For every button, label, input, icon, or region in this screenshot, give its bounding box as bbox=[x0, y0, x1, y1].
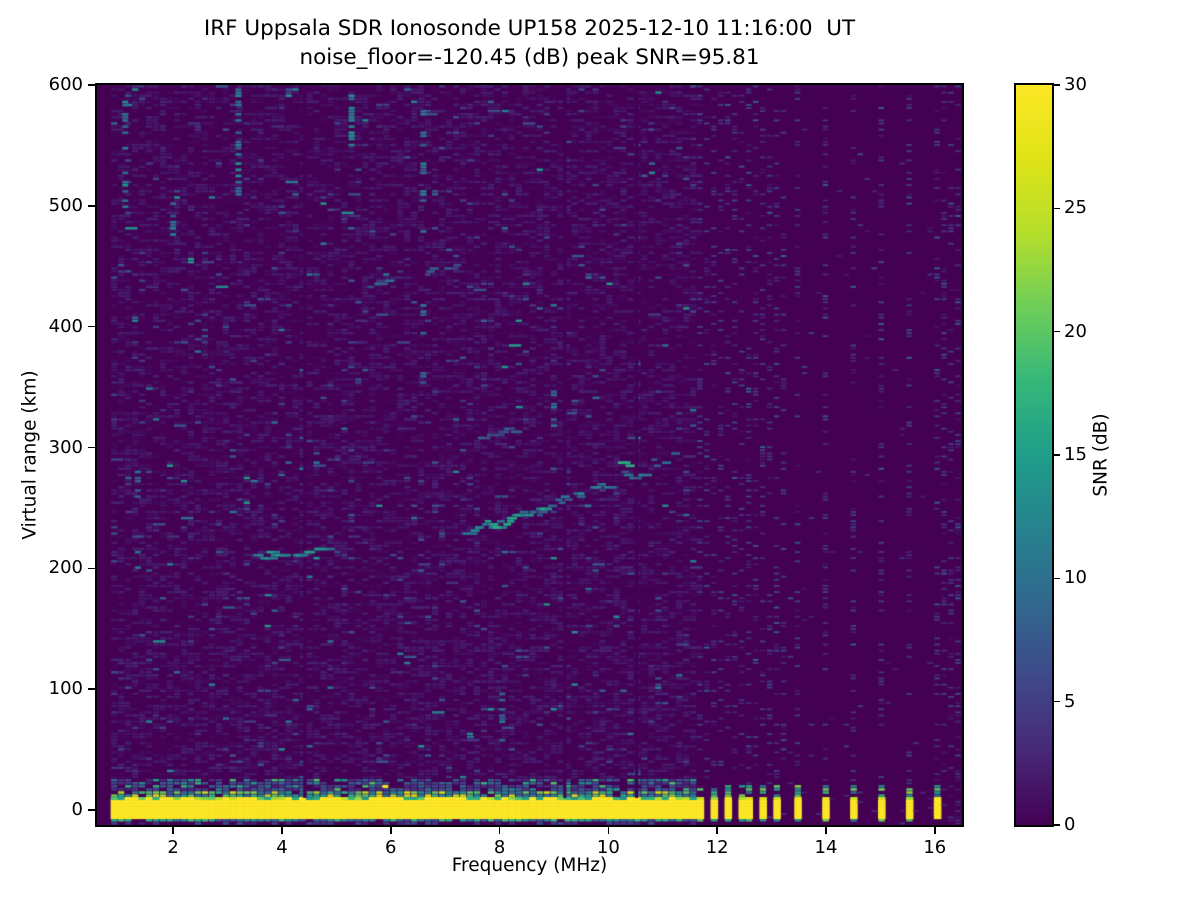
colorbar-tick-mark bbox=[1054, 700, 1060, 703]
colorbar-tick-label: 30 bbox=[1064, 74, 1087, 95]
y-tick-mark bbox=[88, 84, 95, 86]
colorbar-tick-mark bbox=[1054, 454, 1060, 456]
y-tick-label: 300 bbox=[48, 436, 83, 458]
colorbar-tick-mark bbox=[1054, 207, 1060, 210]
colorbar-tick-mark bbox=[1054, 577, 1060, 580]
y-tick-mark bbox=[88, 205, 95, 207]
x-tick-mark bbox=[281, 827, 283, 834]
chart-subtitle: noise_floor=-120.45 (dB) peak SNR=95.81 bbox=[299, 45, 760, 70]
x-axis-label: Frequency (MHz) bbox=[451, 855, 608, 876]
colorbar-tick-label: 0 bbox=[1064, 814, 1076, 835]
colorbar-tick-label: 10 bbox=[1064, 567, 1087, 589]
colorbar-tick-mark bbox=[1054, 330, 1060, 333]
title-block: IRF Uppsala SDR Ionosonde UP158 2025-12-… bbox=[97, 14, 962, 72]
y-tick-label: 400 bbox=[48, 315, 83, 337]
x-tick-mark bbox=[390, 827, 392, 834]
x-tick-label: 2 bbox=[167, 837, 179, 858]
x-tick-mark bbox=[498, 827, 501, 834]
x-tick-label: 16 bbox=[923, 837, 947, 858]
y-tick-label: 600 bbox=[48, 74, 83, 95]
y-tick-label: 100 bbox=[48, 678, 83, 700]
y-tick-label: 0 bbox=[71, 799, 83, 821]
x-tick-label: 14 bbox=[814, 837, 838, 858]
y-tick-mark bbox=[88, 688, 95, 690]
colorbar-gradient bbox=[1016, 85, 1052, 825]
x-tick-label: 4 bbox=[276, 837, 288, 858]
plot-area bbox=[95, 83, 964, 827]
y-tick-mark bbox=[88, 446, 95, 449]
chart-title: IRF Uppsala SDR Ionosonde UP158 2025-12-… bbox=[203, 16, 856, 41]
x-tick-label: 8 bbox=[493, 837, 506, 858]
colorbar-tick-label: 20 bbox=[1064, 320, 1087, 342]
colorbar-tick-label: 15 bbox=[1064, 444, 1087, 465]
x-tick-mark bbox=[934, 827, 936, 834]
x-tick-mark bbox=[172, 827, 174, 834]
x-tick-label: 6 bbox=[385, 837, 397, 858]
y-tick-label: 200 bbox=[48, 557, 83, 579]
x-tick-mark bbox=[607, 827, 610, 834]
x-tick-label: 12 bbox=[705, 837, 729, 858]
y-tick-mark bbox=[88, 809, 95, 811]
colorbar-tick-mark bbox=[1054, 84, 1060, 86]
colorbar-tick-mark bbox=[1054, 824, 1060, 826]
y-tick-mark bbox=[88, 325, 95, 328]
y-tick-mark bbox=[88, 567, 95, 570]
y-tick-label: 500 bbox=[48, 194, 83, 216]
x-tick-label: 10 bbox=[596, 837, 620, 858]
colorbar bbox=[1014, 83, 1054, 827]
ionogram-heatmap bbox=[97, 85, 962, 825]
x-tick-mark bbox=[825, 827, 827, 834]
colorbar-tick-label: 25 bbox=[1064, 197, 1087, 219]
x-tick-mark bbox=[716, 827, 718, 834]
colorbar-tick-label: 5 bbox=[1064, 690, 1076, 712]
